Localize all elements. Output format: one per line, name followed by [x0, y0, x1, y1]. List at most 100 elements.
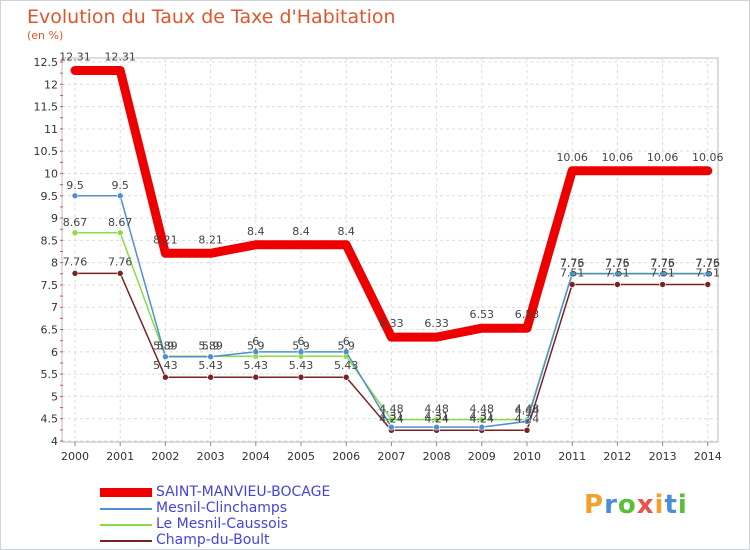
series-point-3 [116, 270, 124, 277]
y-tick-label: 5.5 [41, 368, 59, 381]
data-label: 4.24 [379, 412, 404, 425]
series-point-1 [207, 353, 214, 361]
logo-letter: i [677, 490, 688, 520]
x-tick-label: 2005 [287, 450, 315, 463]
data-label: 9.5 [66, 179, 84, 192]
series-point-1 [71, 192, 79, 200]
x-tick-label: 2012 [603, 450, 631, 463]
data-label: 5.43 [153, 359, 178, 372]
data-label: 6.53 [515, 308, 540, 321]
series-point-3 [207, 373, 214, 381]
series-point-1 [388, 423, 395, 431]
data-label: 8.4 [247, 225, 265, 238]
legend-label: Le Mesnil-Caussois [156, 516, 288, 532]
data-label: 7.51 [696, 266, 721, 279]
series-point-2 [116, 229, 124, 237]
series-point-1 [116, 192, 124, 200]
data-label: 7.51 [605, 266, 630, 279]
data-label: 5.9 [157, 339, 175, 352]
legend-swatch [100, 540, 152, 542]
series-point-3 [297, 373, 305, 381]
plot-border [61, 57, 719, 443]
series-point-3 [71, 270, 79, 277]
legend-swatch [100, 508, 152, 510]
y-tick-label: 9 [51, 212, 58, 225]
series-point-1 [523, 418, 531, 425]
series-line-0 [70, 65, 713, 342]
x-tick-label: 2004 [242, 450, 270, 463]
data-label: 10.06 [647, 151, 679, 164]
data-label: 5.43 [198, 359, 223, 372]
data-label: 10.06 [692, 151, 724, 164]
data-label: 6 [252, 335, 259, 348]
y-tick-label: 11 [44, 123, 58, 136]
logo-letter: i [654, 490, 665, 520]
data-label: 4.24 [470, 412, 495, 425]
y-tick-label: 10.5 [34, 145, 59, 158]
data-label: 4.24 [424, 412, 449, 425]
y-tick-label: 12.5 [34, 56, 59, 69]
y-tick-label: 5 [51, 390, 58, 403]
data-label: 5.9 [292, 339, 310, 352]
data-label: 4.31 [424, 410, 449, 423]
series-point-1 [614, 270, 621, 278]
legend-item-mesnil-clinchamps: Mesnil-Clinchamps [100, 500, 420, 516]
data-label: 7.75 [605, 257, 630, 270]
legend: SAINT-MANVIEU-BOCAGE Mesnil-Clinchamps L… [100, 484, 420, 548]
data-label: 5.89 [153, 340, 178, 353]
y-tick-label: 11.5 [34, 101, 59, 114]
axes: 4 4.5 5 5.5 6 6.5 7 7.5 8 8.5 9 9.5 10 10.5 11 11.5 12 12… [34, 56, 722, 463]
legend-item-champ-du-boult: Champ-du-Boult [100, 532, 420, 548]
data-label: 7.51 [560, 266, 585, 279]
x-tick-label: 2011 [558, 450, 586, 463]
x-tick-label: 2007 [377, 450, 405, 463]
series-point-1 [433, 423, 440, 431]
y-tick-label: 4.5 [41, 413, 59, 426]
y-tick-label: 4 [51, 435, 58, 448]
data-label: 6 [343, 335, 350, 348]
series-point-1 [568, 270, 576, 278]
legend-item-le-mesnil-caussois: Le Mesnil-Caussois [100, 516, 420, 532]
legend-label: Mesnil-Clinchamps [156, 500, 288, 516]
legend-item-saint-manvieu-bocage: SAINT-MANVIEU-BOCAGE [100, 484, 420, 500]
data-label: 7.75 [560, 257, 585, 270]
series-point-3 [252, 373, 260, 381]
data-label: 9.5 [111, 179, 129, 192]
x-tick-label: 2013 [649, 450, 677, 463]
data-label: 4.48 [424, 403, 449, 416]
data-label: 6.53 [470, 308, 495, 321]
y-tick-label: 6 [51, 346, 58, 359]
data-label: 4.31 [470, 410, 495, 423]
series-point-3 [704, 281, 712, 288]
data-label: 6 [298, 335, 305, 348]
x-tick-label: 2014 [694, 450, 722, 463]
data-labels: 12.31 12.31 8.21 8.21 8.4 8.4 8.4 6.33 6.33 6.53 6… [59, 50, 723, 425]
x-tick-label: 2006 [332, 450, 360, 463]
logo-letter: P [584, 490, 605, 520]
proxiti-logo: Proxiti [584, 490, 688, 520]
series-point-3 [523, 426, 531, 434]
x-tick-label: 2001 [106, 450, 134, 463]
data-label: 10.06 [556, 151, 588, 164]
series-point-1 [659, 270, 666, 278]
series-point-2 [478, 416, 486, 423]
data-label: 5.43 [289, 359, 314, 372]
series-point-3 [614, 281, 621, 288]
chart-title: Evolution du Taux de Taxe d'Habitation [27, 6, 396, 28]
series-point-1 [478, 423, 486, 431]
series-point-1 [342, 348, 350, 356]
data-label: 7.76 [650, 256, 675, 269]
data-label: 4.48 [515, 403, 540, 416]
data-label: 5.43 [334, 359, 359, 372]
y-tick-label: 6.5 [41, 324, 59, 337]
data-label: 7.75 [650, 257, 675, 270]
legend-label: Champ-du-Boult [156, 532, 270, 548]
y-tick-label: 9.5 [41, 190, 59, 203]
data-label: 4.48 [379, 403, 404, 416]
series-point-2 [388, 416, 395, 423]
series-point-1 [297, 348, 305, 356]
y-tick-label: 8 [51, 257, 58, 270]
series-point-1 [162, 353, 169, 361]
data-label: 4.48 [470, 403, 495, 416]
